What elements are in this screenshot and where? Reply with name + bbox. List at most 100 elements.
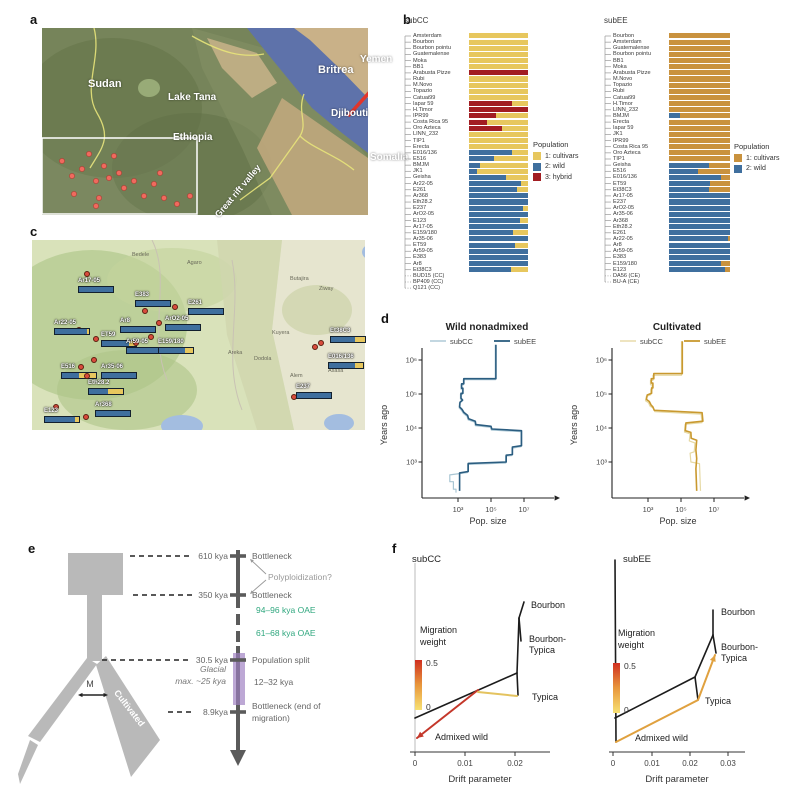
sample-admixture-bar	[328, 362, 364, 369]
taxon-label: M.Novo	[613, 76, 633, 83]
admixture-bar	[669, 248, 730, 254]
taxon-label: Oro Azteca	[613, 149, 641, 156]
sample-location-dot	[86, 151, 92, 157]
legend-swatch	[734, 164, 742, 173]
taxon-label: E237	[613, 199, 627, 206]
taxon-label: Eth28.2	[613, 223, 633, 230]
treemix-plot: subEE 0 0.01 0.02 0.03 Drift parameter Bourbon…	[609, 554, 758, 785]
migration-edge	[477, 691, 518, 697]
admixture-bar	[669, 45, 730, 51]
admixture-bar	[669, 144, 730, 150]
legend-title: Population	[533, 140, 569, 149]
text-label: max. ~25 kya	[175, 676, 226, 686]
sample-location-dot	[106, 175, 112, 181]
taxon-label: JK1	[613, 131, 623, 138]
wild-fraction-segment	[62, 373, 79, 378]
admixture-bar	[469, 33, 528, 39]
sample-admixture-bar	[78, 286, 114, 293]
admixture-segment	[469, 156, 494, 162]
taxon-label: Moka	[613, 63, 627, 70]
admixture-segment	[502, 125, 528, 131]
map-place-label: Somalia	[370, 152, 409, 163]
sample-location-dot	[151, 181, 157, 187]
admixture-segment	[469, 107, 528, 113]
sample-id-label: ArO2-05	[165, 316, 189, 322]
admixture-bar	[469, 101, 528, 107]
panel-f-treemix-subee: subEE 0 0.01 0.02 0.03 Drift parameter Bourbon…	[595, 545, 800, 791]
admixture-segment	[515, 242, 528, 248]
admixture-segment	[709, 162, 730, 168]
panel-letter-c: c	[30, 224, 38, 239]
admixture-segment	[669, 205, 730, 211]
text-label: 10⁵	[406, 390, 417, 399]
admixture-segment	[469, 94, 528, 100]
admixture-bar	[469, 137, 528, 144]
admixture-segment	[669, 230, 730, 236]
admixture-bar	[469, 94, 528, 100]
sample-admixture-bar	[135, 300, 171, 307]
text-label: 0	[611, 759, 616, 768]
taxon-label: E516	[413, 156, 427, 162]
demography-curve	[645, 341, 704, 491]
terrain-map-art	[0, 239, 388, 437]
admixture-segment	[669, 181, 711, 187]
admixture-segment	[669, 58, 730, 64]
text-label: 610 kya	[198, 551, 228, 561]
sample-location-dot	[142, 308, 148, 314]
taxon-label: Et38C3	[413, 266, 432, 273]
text-label: subEE	[623, 554, 651, 565]
taxon-label: ET59	[413, 242, 427, 249]
admixture-bar	[669, 205, 730, 211]
admixture-segment	[469, 101, 513, 107]
admixture-bar	[469, 119, 528, 125]
taxon-label: Iapar 59	[413, 100, 434, 107]
admixture-bar	[469, 144, 528, 150]
wild-fraction-segment	[121, 327, 155, 332]
admixture-segment	[669, 144, 730, 150]
taxon-label: Amsterdam	[413, 33, 442, 39]
admixture-segment	[669, 168, 699, 174]
admixture-segment	[469, 150, 513, 156]
admixture-bar	[669, 58, 730, 64]
timeline-dash	[236, 631, 240, 642]
taxon-label: E016/136	[613, 174, 637, 181]
admixture-bar	[669, 168, 730, 174]
sample-id-label: E123	[44, 408, 59, 414]
map-place-label: Asasa	[328, 368, 344, 374]
admixture-segment	[493, 156, 528, 162]
admixture-bar	[469, 39, 528, 45]
taxon-label: E159/180	[413, 229, 437, 236]
terrain-blob	[112, 113, 272, 223]
text-label: 10⁵	[596, 390, 607, 399]
admixture-bar	[469, 211, 528, 217]
tree-edge	[712, 634, 717, 654]
text-label: subCC	[640, 337, 664, 346]
map-place-label: Alem	[290, 373, 303, 379]
text-label: subCC	[450, 337, 474, 346]
taxon-label: E237	[413, 205, 427, 212]
taxon-label: TIP1	[613, 156, 625, 162]
admixture-bar	[469, 51, 528, 57]
taxon-label: Ar22-05	[413, 180, 433, 187]
admixture-segment	[469, 174, 507, 180]
timeline-tick	[230, 593, 246, 597]
sample-location-dot	[148, 334, 154, 340]
sample-admixture-bar	[61, 372, 97, 379]
timeline-arrowhead	[230, 750, 246, 766]
text-label: Drift parameter	[645, 774, 708, 785]
ancestral-population-block	[68, 553, 123, 595]
admixture-bar	[669, 224, 730, 230]
admixture-bar	[469, 150, 528, 156]
admixture-segment	[469, 45, 528, 51]
text-label: 0.03	[720, 759, 736, 768]
legend-item: 2: wild	[734, 164, 779, 173]
lake	[324, 414, 354, 432]
sample-location-dot	[156, 320, 162, 326]
legend-item: 3: hybrid	[533, 173, 578, 181]
sample-location-dot	[141, 193, 147, 199]
text-label: 0	[426, 702, 431, 712]
taxon-label: LINN_232	[413, 131, 439, 138]
admixture-segment	[469, 242, 516, 248]
panel-a-satellite-map: Sudan Lake Tana Ethiopia Britrea Yemen Djibou…	[22, 27, 408, 223]
